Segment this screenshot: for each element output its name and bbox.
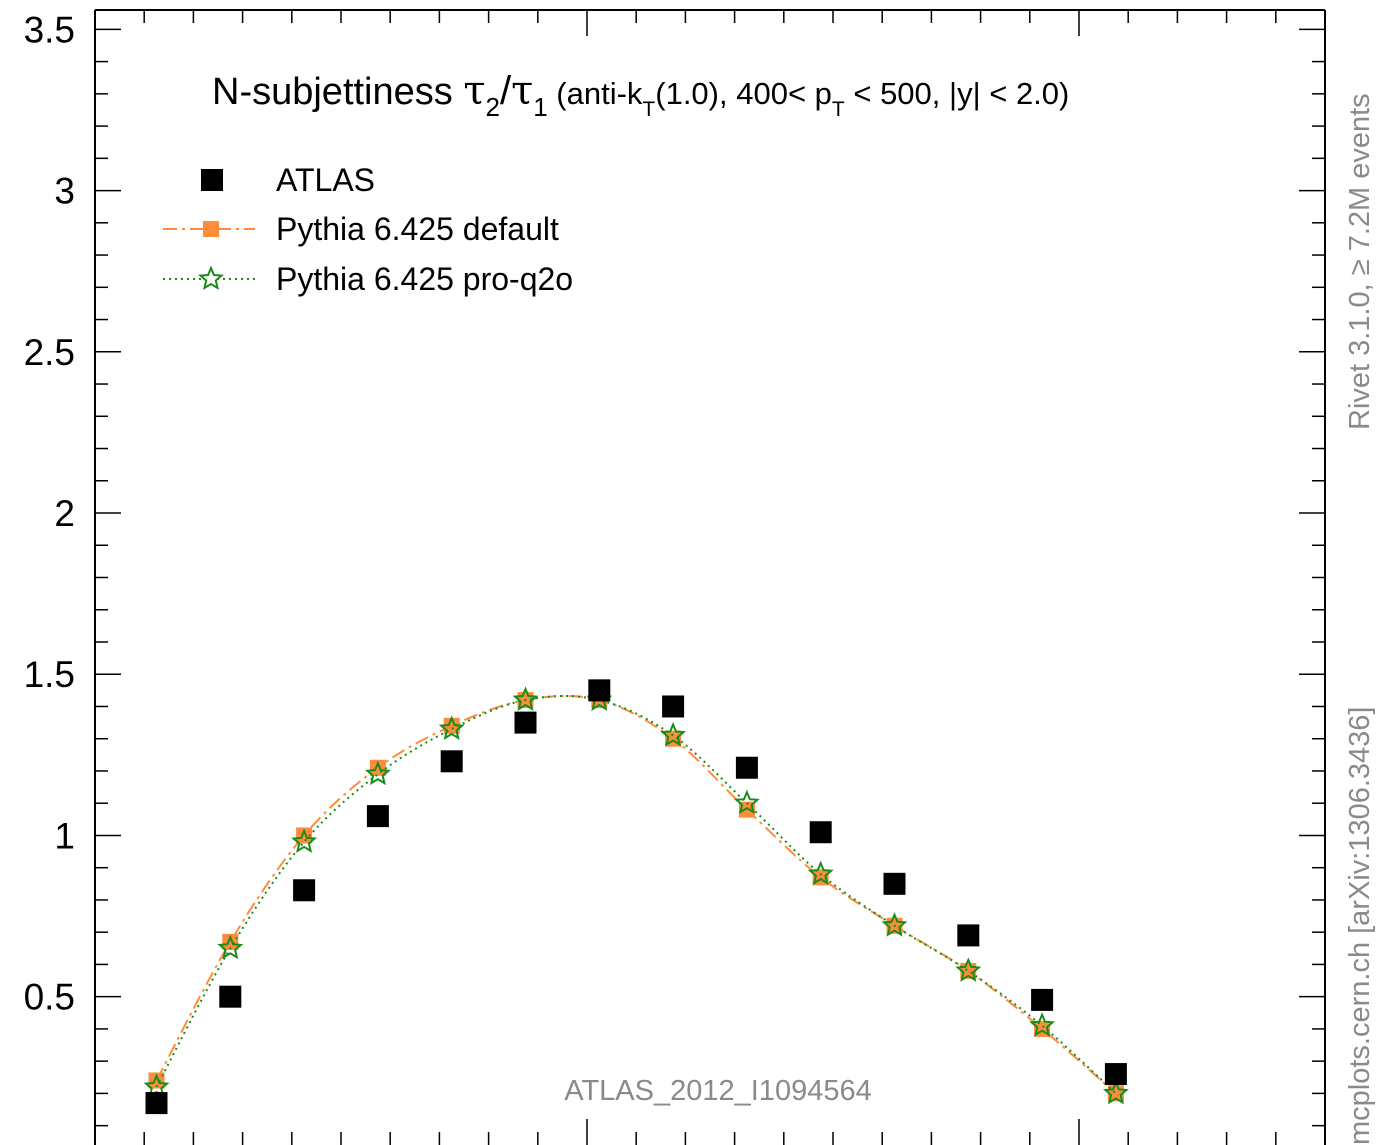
pythia-proq2o-point bbox=[143, 1073, 170, 1098]
legend-atlas-marker bbox=[201, 169, 223, 191]
title-rest-a: (anti-k bbox=[548, 76, 643, 111]
y-tick-label: 1.5 bbox=[24, 654, 75, 695]
pythia-proq2o-point bbox=[881, 912, 908, 937]
pythia-default-point bbox=[443, 717, 460, 734]
atlas-data-point bbox=[588, 679, 611, 702]
legend-label: Pythia 6.425 default bbox=[276, 211, 559, 247]
y-tick-label: 3.5 bbox=[24, 9, 75, 50]
pythia-proq2o-point bbox=[660, 721, 687, 747]
pythia-proq2o-point bbox=[512, 686, 539, 711]
atlas-data-point bbox=[293, 879, 316, 902]
legend-label: Pythia 6.425 pro-q2o bbox=[276, 261, 573, 297]
title-sub-t2: T bbox=[832, 98, 845, 121]
title-rest-c: < 500, |y| < 2.0) bbox=[845, 76, 1070, 111]
title-tau-1: τ bbox=[511, 68, 533, 114]
y-tick-label: 0.5 bbox=[24, 977, 75, 1018]
atlas-data-point bbox=[1031, 988, 1054, 1011]
atlas-data-point bbox=[1104, 1063, 1127, 1086]
atlas-data-point bbox=[145, 1092, 168, 1115]
rivet-version-label: Rivet 3.1.0, ≥ 7.2M events bbox=[1344, 93, 1376, 430]
y-tick-label: 1 bbox=[54, 815, 75, 856]
pythia-proq2o-point bbox=[955, 957, 982, 982]
atlas-data-point bbox=[735, 756, 758, 779]
title-sub-2: 2 bbox=[485, 92, 499, 122]
pythia-proq2o-point bbox=[291, 828, 318, 853]
legend-label: ATLAS bbox=[276, 162, 375, 198]
title-main: N-subjettiness bbox=[212, 71, 463, 113]
atlas-data-point bbox=[440, 750, 463, 773]
pythia-proq2o-point bbox=[1029, 1012, 1056, 1037]
atlas-data-point bbox=[883, 872, 906, 895]
pythia-default-point bbox=[296, 827, 313, 844]
legend-proq2o-marker bbox=[198, 265, 224, 290]
atlas-data-point bbox=[219, 985, 242, 1008]
atlas-data-point bbox=[957, 924, 980, 947]
title-rest-b: (1.0), 400< p bbox=[655, 76, 832, 111]
mcplots-source-label: mcplots.cern.ch [arXiv:1306.3436] bbox=[1344, 706, 1376, 1145]
pythia-proq2o-point bbox=[733, 789, 760, 815]
pythia-proq2o-point bbox=[217, 934, 244, 960]
pythia-proq2o-point bbox=[364, 760, 391, 786]
title-sub-1: 1 bbox=[533, 92, 547, 122]
pythia-proq2o-point bbox=[807, 860, 834, 886]
atlas-data-point bbox=[809, 821, 832, 844]
title-slash: / bbox=[500, 69, 512, 113]
atlas-data-point bbox=[514, 711, 537, 734]
analysis-annotation: ATLAS_2012_I1094564 bbox=[564, 1075, 871, 1107]
atlas-data-point bbox=[366, 805, 389, 828]
pythia-default-point bbox=[148, 1072, 165, 1089]
chart-title: N-subjettiness τ2/τ1 (anti-kT(1.0), 400<… bbox=[212, 68, 1069, 122]
title-tau-2: τ bbox=[463, 68, 485, 114]
y-tick-label: 3 bbox=[54, 171, 75, 212]
y-tick-label: 2 bbox=[54, 493, 75, 534]
pythia-default-point bbox=[222, 933, 239, 950]
pythia-proq2o-point bbox=[438, 715, 465, 740]
pythia-proq2o-point bbox=[1102, 1079, 1129, 1105]
title-sub-t1: T bbox=[642, 98, 655, 121]
atlas-data-point bbox=[662, 695, 685, 718]
y-tick-label: 2.5 bbox=[24, 332, 75, 373]
legend-default-marker bbox=[203, 221, 219, 237]
